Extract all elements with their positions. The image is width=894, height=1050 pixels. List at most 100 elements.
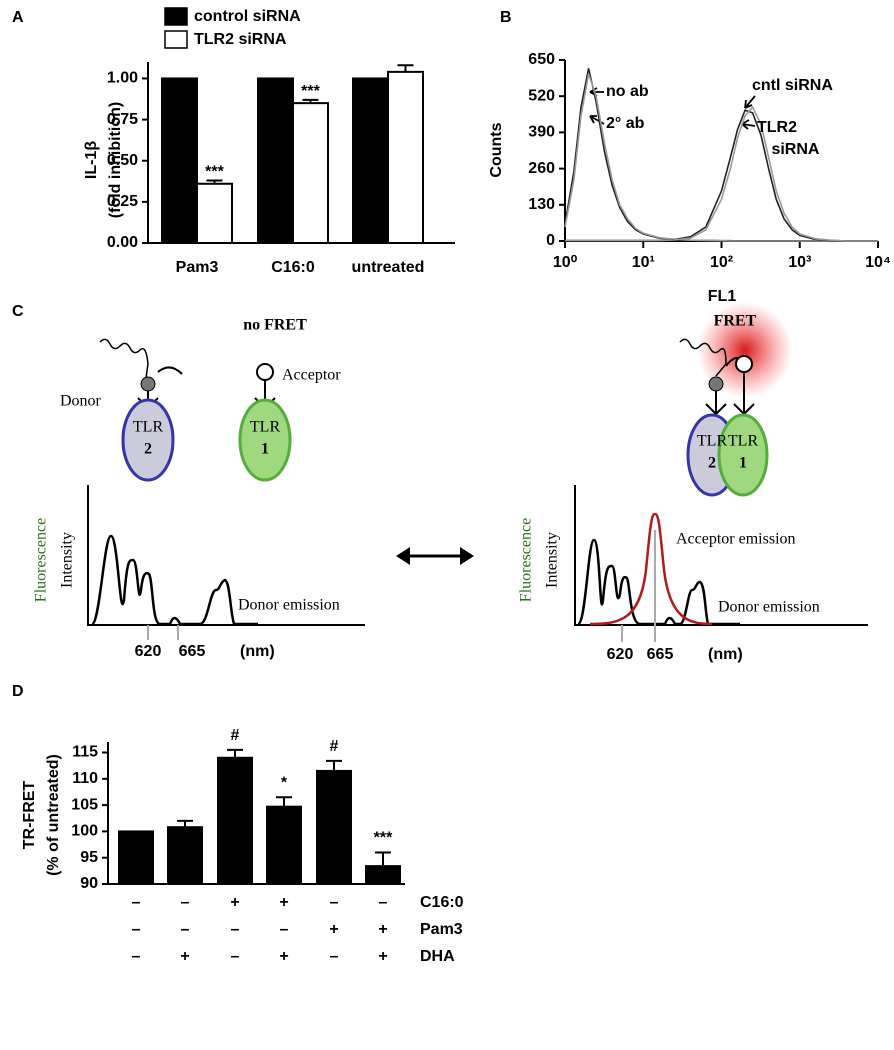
bar [217,756,253,885]
y-tick-label: 650 [528,51,555,68]
sign: – [231,921,240,938]
x-tick-label: 10⁰ [553,254,578,271]
bar [292,102,329,244]
error-bar [302,98,319,104]
y-tick-label: 115 [72,744,98,761]
x-tick-label: 10⁴ [865,254,891,271]
bar [161,77,198,244]
x-tick-label: 10¹ [632,254,655,271]
bar [118,830,154,886]
sign: – [379,894,388,911]
significance: # [231,727,240,744]
unit: (nm) [240,643,275,660]
error-bar [227,748,243,758]
error-bar [326,759,342,771]
panel-label: A [12,9,24,26]
x-tick-label: 10³ [788,254,811,271]
y-tick-label: 520 [528,87,555,104]
label: TLR [250,419,281,436]
sign: + [230,894,239,911]
bar [167,826,203,886]
sign: + [279,948,288,965]
light-wave [99,338,149,379]
sign: – [132,948,141,965]
sign: – [181,921,190,938]
sign: – [231,948,240,965]
panel-label: D [12,683,24,700]
label: Donor emission [718,599,820,616]
tick [621,530,656,642]
title: FRET [714,313,757,330]
axis-label: Intensity [544,532,561,588]
sign: + [279,894,288,911]
x-tick-label: 10² [710,254,733,271]
significance: # [330,738,339,755]
y-axis-label: Counts [488,122,505,177]
y-axis-label: TR-FRET [21,781,38,850]
label: 1 [739,455,747,472]
row-label: Pam3 [420,921,463,938]
axis [574,485,868,626]
acceptor-dye [256,363,274,381]
glow [697,302,793,398]
axis-label: Fluorescence [33,518,50,602]
antibody [705,372,755,415]
y-tick-label: 110 [72,770,98,787]
bar [316,769,352,885]
panel-label: B [500,9,512,26]
receptor [121,398,175,482]
y-tick-label: 0.00 [107,234,138,251]
title: no FRET [243,317,307,334]
label: 2 [708,455,716,472]
y-tick-label: 0.75 [107,111,138,128]
legend-swatch [164,30,188,49]
sign: – [132,894,141,911]
series-label: cntl siRNA [752,77,833,94]
label: 2 [144,441,152,458]
y-axis-label: (fold inhibition) [107,102,124,218]
axis-label: Fluorescence [518,518,535,602]
bar [387,70,424,244]
significance: *** [205,164,224,181]
histogram-line [565,105,878,242]
panel-c: C no FRET Donor Acceptor TLR 2 TLR 1 Flu… [12,302,868,663]
row-label: DHA [420,948,455,965]
y-tick-label: 260 [528,160,555,177]
series-label: TLR2 siRNA [757,119,820,158]
significance: * [281,774,288,791]
sign: + [329,921,338,938]
receptor [238,398,292,482]
spectrum-acceptor [589,512,713,626]
acceptor-dye [735,355,753,373]
axis-label: Intensity [59,532,76,588]
significance: *** [374,830,393,847]
axis [87,485,365,626]
sign: – [330,894,339,911]
sign: – [280,921,289,938]
legend-label: control siRNA [194,8,301,25]
y-tick-label: 105 [71,796,98,813]
receptor [717,413,769,497]
sign: + [378,921,387,938]
legend-swatch [164,7,188,26]
error-bar [177,819,193,828]
label: TLR [728,433,759,450]
sign: – [132,921,141,938]
series-label: no ab [606,83,649,100]
significance: *** [301,83,320,100]
label: Donor emission [238,597,340,614]
label: 1 [261,441,269,458]
light-wave [679,338,727,377]
y-tick-label: 95 [80,849,98,866]
bar [257,77,294,244]
sign: – [330,948,339,965]
y-tick-label: 0 [546,232,555,249]
y-tick-label: 90 [80,875,98,892]
spectrum [90,534,258,626]
error-bar [375,851,391,867]
label: Acceptor [282,367,341,384]
x-tick-label: untreated [352,259,425,276]
sign: + [378,948,387,965]
tick-label: 620 [607,646,634,663]
